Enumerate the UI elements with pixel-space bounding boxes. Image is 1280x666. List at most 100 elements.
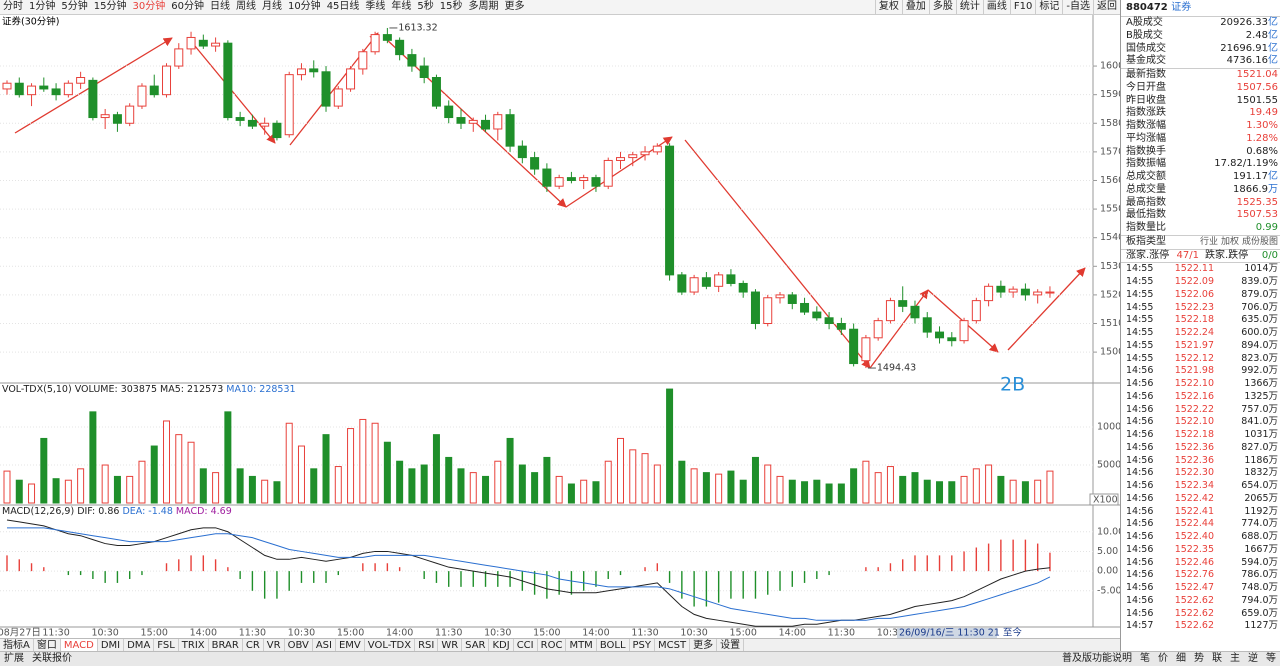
status-left: 扩展 关联报价: [0, 652, 76, 666]
indicator-tab[interactable]: DMI: [98, 639, 125, 652]
indicator-tab[interactable]: RSI: [415, 639, 439, 652]
indicator-tab[interactable]: PSY: [630, 639, 656, 652]
status-item[interactable]: 主: [1230, 653, 1240, 664]
period-button[interactable]: 15分钟: [93, 1, 127, 12]
candle-body: [836, 323, 846, 330]
period-button[interactable]: 周线: [235, 1, 256, 12]
volume-bar: [825, 483, 833, 504]
indicator-tab[interactable]: ROC: [538, 639, 567, 652]
period-button[interactable]: 15秒: [439, 1, 463, 12]
indicator-tab[interactable]: FSL: [154, 639, 179, 652]
period-button[interactable]: 30分钟: [132, 1, 166, 12]
status-item[interactable]: 联: [1212, 653, 1222, 664]
x-tick-label: 15:00: [141, 628, 168, 639]
volume-bar: [899, 475, 907, 504]
x-tick-label: 14:00: [779, 628, 806, 639]
period-button[interactable]: 5秒: [417, 1, 434, 12]
status-item[interactable]: 等: [1266, 653, 1276, 664]
indicator-tab[interactable]: BOLL: [597, 639, 630, 652]
link[interactable]: 行业: [1199, 236, 1218, 247]
tool-button[interactable]: 叠加: [901, 0, 929, 14]
status-item[interactable]: 普及版功能说明: [1062, 653, 1132, 664]
period-button[interactable]: 5分钟: [61, 1, 88, 12]
period-button[interactable]: 45日线: [326, 1, 360, 12]
candle-body: [346, 68, 356, 90]
indicator-tab[interactable]: OBV: [285, 639, 313, 652]
status-item[interactable]: 势: [1194, 653, 1204, 664]
link[interactable]: 加权: [1220, 236, 1239, 247]
tool-button[interactable]: 标记: [1035, 0, 1062, 14]
x-tick-label: 14:00: [190, 628, 217, 639]
tool-button[interactable]: 返回: [1093, 0, 1120, 14]
y-tick-label: 5.00: [1097, 546, 1118, 557]
title-part: VOLUME: 303875: [75, 384, 157, 395]
trade-time: 14:56: [1126, 556, 1154, 568]
title-part: MACD(12,26,9): [2, 506, 74, 517]
volume-bar: [52, 478, 60, 504]
candle-body: [517, 145, 527, 159]
candle-body: [27, 85, 37, 96]
indicator-tab[interactable]: MACD: [60, 639, 98, 652]
indicator-tab[interactable]: 指标A: [0, 639, 34, 652]
period-button[interactable]: 多周期: [468, 1, 499, 12]
overlay-box: [897, 628, 997, 638]
period-button[interactable]: 更多: [504, 1, 525, 12]
candle-body: [959, 320, 969, 342]
status-item[interactable]: 细: [1176, 653, 1186, 664]
status-item[interactable]: 逆: [1248, 653, 1258, 664]
period-button[interactable]: 年线: [391, 1, 412, 12]
indicator-tabs: 指标A 窗口 MACD DMI DMA FSL TRIX BRAR CR VR OBV ASI EMV V…: [0, 638, 1120, 652]
x-tick-label: 10:30: [680, 628, 707, 639]
indicator-tab[interactable]: KDJ: [489, 639, 514, 652]
tool-button[interactable]: -自选: [1062, 0, 1093, 14]
link[interactable]: 成份股图: [1241, 236, 1278, 247]
status-item[interactable]: 笔: [1140, 653, 1150, 664]
trade-time: 14:56: [1126, 429, 1154, 440]
indicator-tab[interactable]: SAR: [462, 639, 490, 652]
volume-bar: [923, 479, 931, 504]
status-item[interactable]: 价: [1158, 653, 1168, 664]
indicator-tab[interactable]: CCI: [514, 639, 538, 652]
period-button[interactable]: 月线: [261, 1, 282, 12]
period-button[interactable]: 60分钟: [171, 1, 204, 12]
label: 平均涨幅: [1126, 132, 1166, 144]
indicator-tab[interactable]: VR: [264, 639, 285, 652]
indicator-tab[interactable]: WR: [438, 639, 463, 652]
indicator-tab[interactable]: MTM: [566, 639, 597, 652]
title-part: DIF: 0.86: [77, 506, 119, 517]
indicator-tab[interactable]: 窗口: [34, 639, 61, 652]
label: 涨家.涨停: [1126, 249, 1170, 261]
indicator-tab[interactable]: 设置: [717, 639, 745, 652]
period-button[interactable]: 10分钟: [287, 1, 321, 12]
period-button[interactable]: 日线: [209, 1, 230, 12]
indicator-tab[interactable]: 更多: [690, 639, 718, 652]
trade-row: 14:56 1522.34 654.0万: [1121, 480, 1280, 493]
volume-bar: [163, 420, 171, 504]
indicator-tab[interactable]: CR: [243, 639, 264, 652]
indicator-tab[interactable]: VOL-TDX: [365, 639, 416, 652]
period-button[interactable]: 1分钟: [29, 1, 56, 12]
unit-box: [1089, 493, 1119, 506]
high-annotation: 1613.32: [398, 22, 437, 33]
trade-price: 1522.36: [1174, 454, 1214, 466]
period-button[interactable]: 分时: [3, 1, 23, 12]
indicator-tab[interactable]: BRAR: [209, 639, 243, 652]
period-button[interactable]: 季线: [365, 1, 386, 12]
indicator-tab[interactable]: ASI: [313, 639, 336, 652]
indicator-tab[interactable]: TRIX: [179, 639, 209, 652]
y-tick-label: 5000: [1097, 460, 1120, 471]
volume-bar: [347, 428, 355, 504]
candle-body: [861, 337, 871, 362]
tool-button[interactable]: 画线: [982, 0, 1010, 14]
trade-volume: 654.0万: [1241, 480, 1278, 491]
indicator-tab[interactable]: DMA: [124, 639, 155, 652]
panel-title: MACD(12,26,9) DIF: 0.86 DEA: -1.48 MACD:…: [2, 506, 232, 517]
indicator-tab[interactable]: MCST: [655, 639, 691, 652]
indicator-tab[interactable]: EMV: [336, 639, 365, 652]
status-item[interactable]: 关联报价: [32, 653, 72, 664]
tool-button[interactable]: 多股: [928, 0, 956, 14]
tool-button[interactable]: F10: [1009, 0, 1035, 14]
tool-button[interactable]: 复权: [874, 0, 902, 14]
tool-button[interactable]: 统计: [955, 0, 983, 14]
status-item[interactable]: 扩展: [4, 653, 24, 664]
